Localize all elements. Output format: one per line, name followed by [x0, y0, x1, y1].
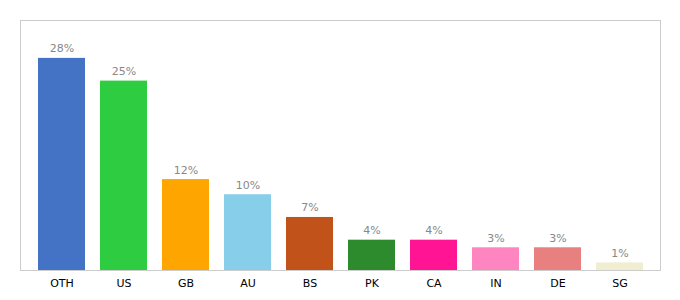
svg-text:4%: 4%	[425, 224, 442, 237]
svg-text:AU: AU	[240, 277, 256, 290]
svg-text:4%: 4%	[363, 224, 380, 237]
svg-text:PK: PK	[365, 277, 380, 290]
svg-text:28%: 28%	[50, 42, 74, 55]
svg-text:OTH: OTH	[50, 277, 74, 290]
svg-text:CA: CA	[426, 277, 442, 290]
svg-text:BS: BS	[303, 277, 317, 290]
svg-text:3%: 3%	[487, 232, 504, 245]
svg-text:10%: 10%	[236, 179, 260, 192]
svg-text:GB: GB	[178, 277, 194, 290]
svg-text:1%: 1%	[611, 247, 628, 260]
svg-text:US: US	[116, 277, 131, 290]
svg-text:12%: 12%	[174, 164, 198, 177]
svg-text:SG: SG	[612, 277, 628, 290]
svg-text:7%: 7%	[301, 201, 318, 214]
svg-text:25%: 25%	[112, 65, 136, 78]
svg-text:DE: DE	[550, 277, 565, 290]
svg-text:IN: IN	[490, 277, 501, 290]
svg-text:3%: 3%	[549, 232, 566, 245]
